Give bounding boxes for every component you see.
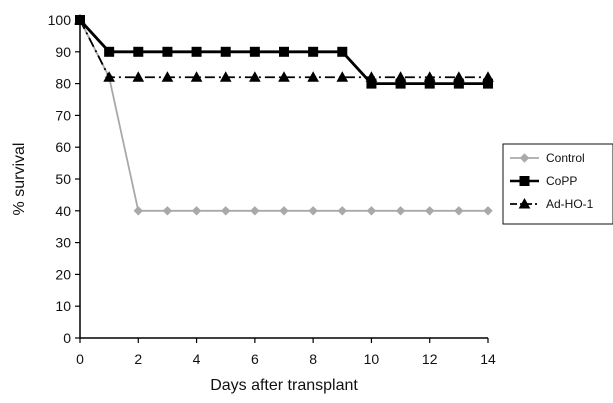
data-point-control [221,206,231,216]
legend-label-ad-ho-1: Ad-HO-1 [546,197,594,211]
y-tick-label: 30 [55,235,71,251]
x-tick-label: 4 [193,351,201,367]
data-point-copp [308,46,319,57]
data-point-ad-ho-1 [423,71,436,82]
data-point-copp [162,46,173,57]
y-tick-label: 20 [55,266,71,282]
y-tick-label: 60 [55,139,71,155]
data-point-ad-ho-1 [74,13,86,25]
y-axis-title: % survival [11,143,28,216]
data-point-copp [133,46,144,57]
data-point-ad-ho-1 [132,71,145,82]
data-point-control [191,206,202,216]
y-tick-label: 90 [55,44,71,60]
legend-marker-ad-ho-1 [518,197,531,209]
data-point-copp [191,46,202,57]
data-point-ad-ho-1 [103,71,115,82]
x-tick-label: 6 [251,351,259,367]
data-point-control [308,206,318,216]
y-tick-label: 40 [55,203,71,219]
x-tick-label: 8 [309,351,317,367]
data-point-copp [220,46,231,57]
data-point-control [454,206,464,216]
y-tick-label: 50 [55,171,71,187]
data-point-ad-ho-1 [307,71,319,82]
data-point-control [425,206,435,216]
data-point-control [133,206,143,216]
series-line-ad-ho-1 [79,19,488,79]
x-tick-label: 0 [76,351,84,367]
data-point-ad-ho-1 [394,71,407,82]
y-tick-label: 100 [48,12,72,28]
data-point-ad-ho-1 [336,71,349,82]
data-point-control [250,206,260,216]
data-point-control [395,206,406,216]
data-point-control [366,206,377,216]
x-tick-label: 12 [422,351,438,367]
data-point-control [337,206,347,216]
data-point-ad-ho-1 [219,71,232,82]
legend-marker-copp [519,176,530,186]
data-point-copp [337,46,348,57]
data-point-ad-ho-1 [365,71,378,82]
legend-label-copp: CoPP [546,174,577,188]
data-point-copp [249,46,260,57]
data-point-ad-ho-1 [278,71,290,82]
data-point-copp [279,46,289,57]
data-point-ad-ho-1 [249,71,261,82]
x-tick-label: 10 [364,351,380,367]
data-point-control [279,206,289,216]
data-point-control [162,206,173,216]
data-point-ad-ho-1 [190,71,203,82]
data-point-ad-ho-1 [482,71,494,82]
y-tick-label: 10 [55,298,71,314]
data-point-ad-ho-1 [161,71,174,82]
legend-marker-control [519,153,530,163]
data-point-copp [104,46,115,57]
x-axis-title: Days after transplant [210,377,358,394]
data-point-ad-ho-1 [453,71,465,82]
legend-label-control: Control [546,151,585,165]
x-tick-label: 2 [134,351,142,367]
data-point-control [483,206,493,216]
y-tick-label: 70 [55,107,71,123]
y-tick-label: 0 [63,330,71,346]
x-tick-label: 14 [480,351,496,367]
y-tick-label: 80 [55,76,71,92]
